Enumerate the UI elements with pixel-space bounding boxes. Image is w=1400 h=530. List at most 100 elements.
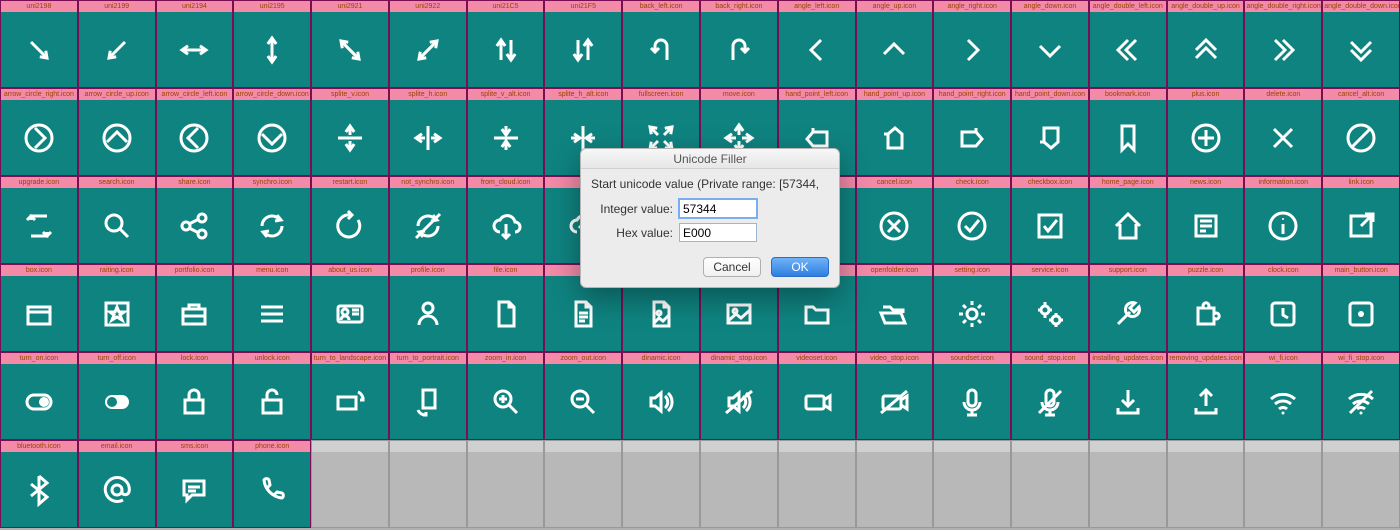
glyph-cell[interactable]: hand_point_right.icon <box>933 88 1011 176</box>
glyph-cell[interactable]: uni2194 <box>156 0 234 88</box>
glyph-cell[interactable]: turn_to_landscape.icon <box>311 352 389 440</box>
glyph-cell[interactable]: uni2922 <box>389 0 467 88</box>
glyph-cell[interactable]: puzzle.icon <box>1167 264 1245 352</box>
glyph-cell[interactable]: not_synchro.icon <box>389 176 467 264</box>
glyph-cell[interactable]: uni21C5 <box>467 0 545 88</box>
glyph-label <box>701 441 777 452</box>
glyph-cell[interactable]: video_stop.icon <box>856 352 934 440</box>
glyph-cell[interactable]: back_right.icon <box>700 0 778 88</box>
glyph-cell[interactable]: information.icon <box>1244 176 1322 264</box>
glyph-label: openfolder.icon <box>857 265 933 276</box>
empty-icon <box>1090 452 1166 527</box>
glyph-cell[interactable]: arrow_circle_left.icon <box>156 88 234 176</box>
glyph-cell[interactable]: hand_point_down.icon <box>1011 88 1089 176</box>
glyph-cell[interactable]: arrow_circle_up.icon <box>78 88 156 176</box>
glyph-cell[interactable]: turn_off.icon <box>78 352 156 440</box>
hex-value-input[interactable] <box>679 223 757 242</box>
glyph-cell[interactable]: uni2195 <box>233 0 311 88</box>
upload-icon <box>1168 364 1244 439</box>
glyph-cell[interactable]: angle_double_down.icon <box>1322 0 1400 88</box>
glyph-cell[interactable]: uni2199 <box>78 0 156 88</box>
cancel-button[interactable]: Cancel <box>703 257 761 277</box>
glyph-label <box>857 441 933 452</box>
glyph-cell[interactable]: uni21F5 <box>544 0 622 88</box>
glyph-cell[interactable]: arrow_circle_right.icon <box>0 88 78 176</box>
glyph-cell[interactable]: raiting.icon <box>78 264 156 352</box>
glyph-cell[interactable]: back_left.icon <box>622 0 700 88</box>
glyph-cell[interactable]: delete.icon <box>1244 88 1322 176</box>
glyph-cell[interactable]: dinamic.icon <box>622 352 700 440</box>
glyph-cell[interactable]: search.icon <box>78 176 156 264</box>
glyph-cell[interactable]: sms.icon <box>156 440 234 528</box>
glyph-cell[interactable]: dinamic_stop.icon <box>700 352 778 440</box>
glyph-cell[interactable]: cancel_alt.icon <box>1322 88 1400 176</box>
glyph-cell[interactable]: bookmark.icon <box>1089 88 1167 176</box>
glyph-cell[interactable]: link.icon <box>1322 176 1400 264</box>
glyph-cell[interactable]: uni2921 <box>311 0 389 88</box>
glyph-cell[interactable]: angle_left.icon <box>778 0 856 88</box>
glyph-cell[interactable]: menu.icon <box>233 264 311 352</box>
glyph-cell[interactable]: openfolder.icon <box>856 264 934 352</box>
external-icon <box>1323 188 1399 263</box>
glyph-cell[interactable]: uni2198 <box>0 0 78 88</box>
glyph-cell[interactable]: wi_fi.icon <box>1244 352 1322 440</box>
glyph-cell[interactable]: restart.icon <box>311 176 389 264</box>
wifi-off-icon <box>1323 364 1399 439</box>
glyph-cell[interactable]: from_cloud.icon <box>467 176 545 264</box>
glyph-cell[interactable]: arrow_circle_down.icon <box>233 88 311 176</box>
glyph-cell[interactable]: hand_point_up.icon <box>856 88 934 176</box>
glyph-cell[interactable]: angle_right.icon <box>933 0 1011 88</box>
glyph-cell[interactable]: angle_double_left.icon <box>1089 0 1167 88</box>
glyph-cell[interactable]: clock.icon <box>1244 264 1322 352</box>
glyph-cell[interactable]: synchro.icon <box>233 176 311 264</box>
glyph-cell[interactable]: sound_stop.icon <box>1011 352 1089 440</box>
glyph-cell[interactable]: bluetooth.icon <box>0 440 78 528</box>
integer-value-input[interactable] <box>679 199 757 218</box>
glyph-cell[interactable]: support.icon <box>1089 264 1167 352</box>
glyph-cell[interactable]: videoset.icon <box>778 352 856 440</box>
glyph-cell[interactable]: about_us.icon <box>311 264 389 352</box>
glyph-cell[interactable]: soundset.icon <box>933 352 1011 440</box>
glyph-cell[interactable]: removing_updates.icon <box>1167 352 1245 440</box>
glyph-cell[interactable]: lock.icon <box>156 352 234 440</box>
glyph-cell[interactable]: news.icon <box>1167 176 1245 264</box>
glyph-cell[interactable]: splite_v_alt.icon <box>467 88 545 176</box>
ok-button[interactable]: OK <box>771 257 829 277</box>
glyph-cell[interactable]: turn_to_portrait.icon <box>389 352 467 440</box>
glyph-cell[interactable]: share.icon <box>156 176 234 264</box>
glyph-cell[interactable]: wi_fi_stop.icon <box>1322 352 1400 440</box>
glyph-label: angle_right.icon <box>934 1 1010 12</box>
glyph-cell[interactable]: profile.icon <box>389 264 467 352</box>
glyph-cell[interactable]: splite_h.icon <box>389 88 467 176</box>
unicode-filler-dialog: Unicode Filler Start unicode value (Priv… <box>580 148 840 288</box>
glyph-label: sound_stop.icon <box>1012 353 1088 364</box>
glyph-cell[interactable]: angle_double_right.icon <box>1244 0 1322 88</box>
glyph-cell[interactable]: setting.icon <box>933 264 1011 352</box>
glyph-cell[interactable]: angle_up.icon <box>856 0 934 88</box>
glyph-cell[interactable]: file.icon <box>467 264 545 352</box>
glyph-cell[interactable]: main_button.icon <box>1322 264 1400 352</box>
glyph-cell[interactable]: installing_updates.icon <box>1089 352 1167 440</box>
glyph-cell[interactable]: email.icon <box>78 440 156 528</box>
arrow-dr-icon <box>1 12 77 87</box>
glyph-cell[interactable]: home_page.icon <box>1089 176 1167 264</box>
glyph-cell[interactable]: turn_on.icon <box>0 352 78 440</box>
glyph-cell[interactable]: angle_double_up.icon <box>1167 0 1245 88</box>
glyph-cell[interactable]: upgrade.icon <box>0 176 78 264</box>
empty-icon <box>779 452 855 527</box>
glyph-cell[interactable]: portfolio.icon <box>156 264 234 352</box>
glyph-cell[interactable]: splite_v.icon <box>311 88 389 176</box>
glyph-cell[interactable]: box.icon <box>0 264 78 352</box>
glyph-cell[interactable]: check.icon <box>933 176 1011 264</box>
glyph-cell[interactable]: plus.icon <box>1167 88 1245 176</box>
glyph-cell[interactable]: unlock.icon <box>233 352 311 440</box>
glyph-cell[interactable]: angle_down.icon <box>1011 0 1089 88</box>
glyph-cell[interactable]: phone.icon <box>233 440 311 528</box>
glyph-cell[interactable]: service.icon <box>1011 264 1089 352</box>
glyph-cell[interactable]: zoom_in.icon <box>467 352 545 440</box>
puzzle-icon <box>1168 276 1244 351</box>
glyph-cell[interactable]: checkbox.icon <box>1011 176 1089 264</box>
glyph-cell[interactable]: zoom_out.icon <box>544 352 622 440</box>
glyph-cell[interactable]: cancel.icon <box>856 176 934 264</box>
glyph-label: uni21C5 <box>468 1 544 12</box>
